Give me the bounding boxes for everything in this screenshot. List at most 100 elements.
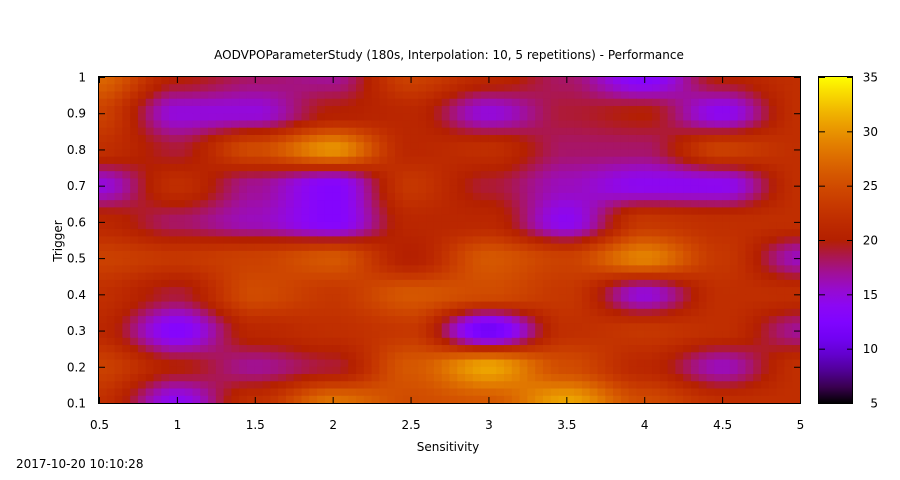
heat-cell <box>527 359 536 368</box>
heat-cell <box>706 366 715 375</box>
heat-cell <box>644 359 653 368</box>
heat-cell <box>550 236 560 245</box>
heat-cell <box>527 265 536 274</box>
heat-cell <box>706 250 715 259</box>
heat-cell <box>581 366 591 375</box>
heat-cell <box>574 178 583 187</box>
heat-cell <box>184 120 194 129</box>
heat-cell <box>683 214 692 223</box>
heat-cell <box>737 345 747 353</box>
heat-cell <box>387 294 396 303</box>
heat-cell <box>472 156 482 165</box>
heat-cell <box>285 200 295 208</box>
heat-cell <box>402 120 412 129</box>
heat-cell <box>628 134 638 143</box>
heat-cell <box>761 395 770 404</box>
heat-cell <box>714 105 723 114</box>
heat-cell <box>309 113 318 122</box>
heat-cell <box>285 287 295 295</box>
heat-cell <box>317 236 326 245</box>
heat-cell <box>356 229 365 237</box>
heat-cell <box>597 98 606 107</box>
heat-cell <box>768 214 778 223</box>
heat-cell <box>667 366 676 375</box>
heat-cell <box>324 374 334 382</box>
heat-cell <box>106 200 116 208</box>
heat-cell <box>628 178 638 187</box>
heat-cell <box>215 207 225 216</box>
heat-cell <box>394 149 404 158</box>
heat-cell <box>729 272 739 281</box>
heat-cell <box>184 279 194 288</box>
heat-cell <box>309 308 318 317</box>
heat-cell <box>792 359 801 368</box>
heat-cell <box>363 91 373 100</box>
heat-cell <box>153 366 162 375</box>
heat-cell <box>99 345 108 353</box>
heat-cell <box>519 163 528 172</box>
heat-cell <box>511 98 521 107</box>
heat-cell <box>683 127 692 136</box>
heat-cell <box>535 279 544 288</box>
heat-cell <box>667 395 676 404</box>
heat-cell <box>457 192 466 201</box>
heat-cell <box>410 221 419 230</box>
heat-cell <box>690 359 700 368</box>
heat-cell <box>698 366 708 375</box>
heat-cell <box>418 98 427 107</box>
heat-cell <box>231 316 240 324</box>
heat-cell <box>200 113 209 122</box>
heat-cell <box>527 142 536 151</box>
heat-cell <box>511 345 521 353</box>
heat-cell <box>683 265 692 274</box>
heat-cell <box>309 84 318 93</box>
heat-cell <box>457 272 466 281</box>
heat-cell <box>254 337 264 346</box>
heat-cell <box>472 258 482 266</box>
heat-cell <box>433 366 443 375</box>
heat-cell <box>449 323 458 332</box>
heat-cell <box>488 171 497 180</box>
heat-cell <box>169 149 178 158</box>
heat-cell <box>387 337 396 346</box>
heat-cell <box>457 316 466 324</box>
heat-cell <box>714 91 723 100</box>
heat-cell <box>99 330 108 339</box>
heat-cell <box>441 316 451 324</box>
heat-cell <box>215 359 225 368</box>
heat-cell <box>480 134 490 143</box>
heat-cell <box>200 374 209 382</box>
heat-cell <box>301 185 310 194</box>
heat-cell <box>457 308 466 317</box>
heat-cell <box>504 301 513 310</box>
heat-cell <box>379 142 388 151</box>
heat-cell <box>722 308 731 317</box>
heat-cell <box>402 316 412 324</box>
heat-cell <box>223 272 233 281</box>
heat-cell <box>722 287 731 295</box>
heat-cell <box>566 142 575 151</box>
heat-cell <box>348 366 357 375</box>
heat-cell <box>161 113 170 122</box>
heat-cell <box>278 294 287 303</box>
heat-cell <box>737 352 747 361</box>
heat-cell <box>278 178 287 187</box>
heat-cell <box>605 127 614 136</box>
heat-cell <box>231 388 240 397</box>
heat-cell <box>753 98 762 107</box>
heat-cell <box>387 359 396 368</box>
heat-cell <box>208 294 217 303</box>
heat-cell <box>550 134 560 143</box>
heat-cell <box>644 171 653 180</box>
heat-cell <box>511 207 521 216</box>
heat-cell <box>667 77 676 85</box>
heat-cell <box>270 294 279 303</box>
heat-cell <box>574 294 583 303</box>
heat-cell <box>768 381 778 390</box>
heat-cell <box>784 221 793 230</box>
heat-cell <box>535 374 544 382</box>
heat-cell <box>145 149 155 158</box>
heat-cell <box>184 395 194 404</box>
heat-cell <box>114 294 123 303</box>
heat-cell <box>192 294 201 303</box>
